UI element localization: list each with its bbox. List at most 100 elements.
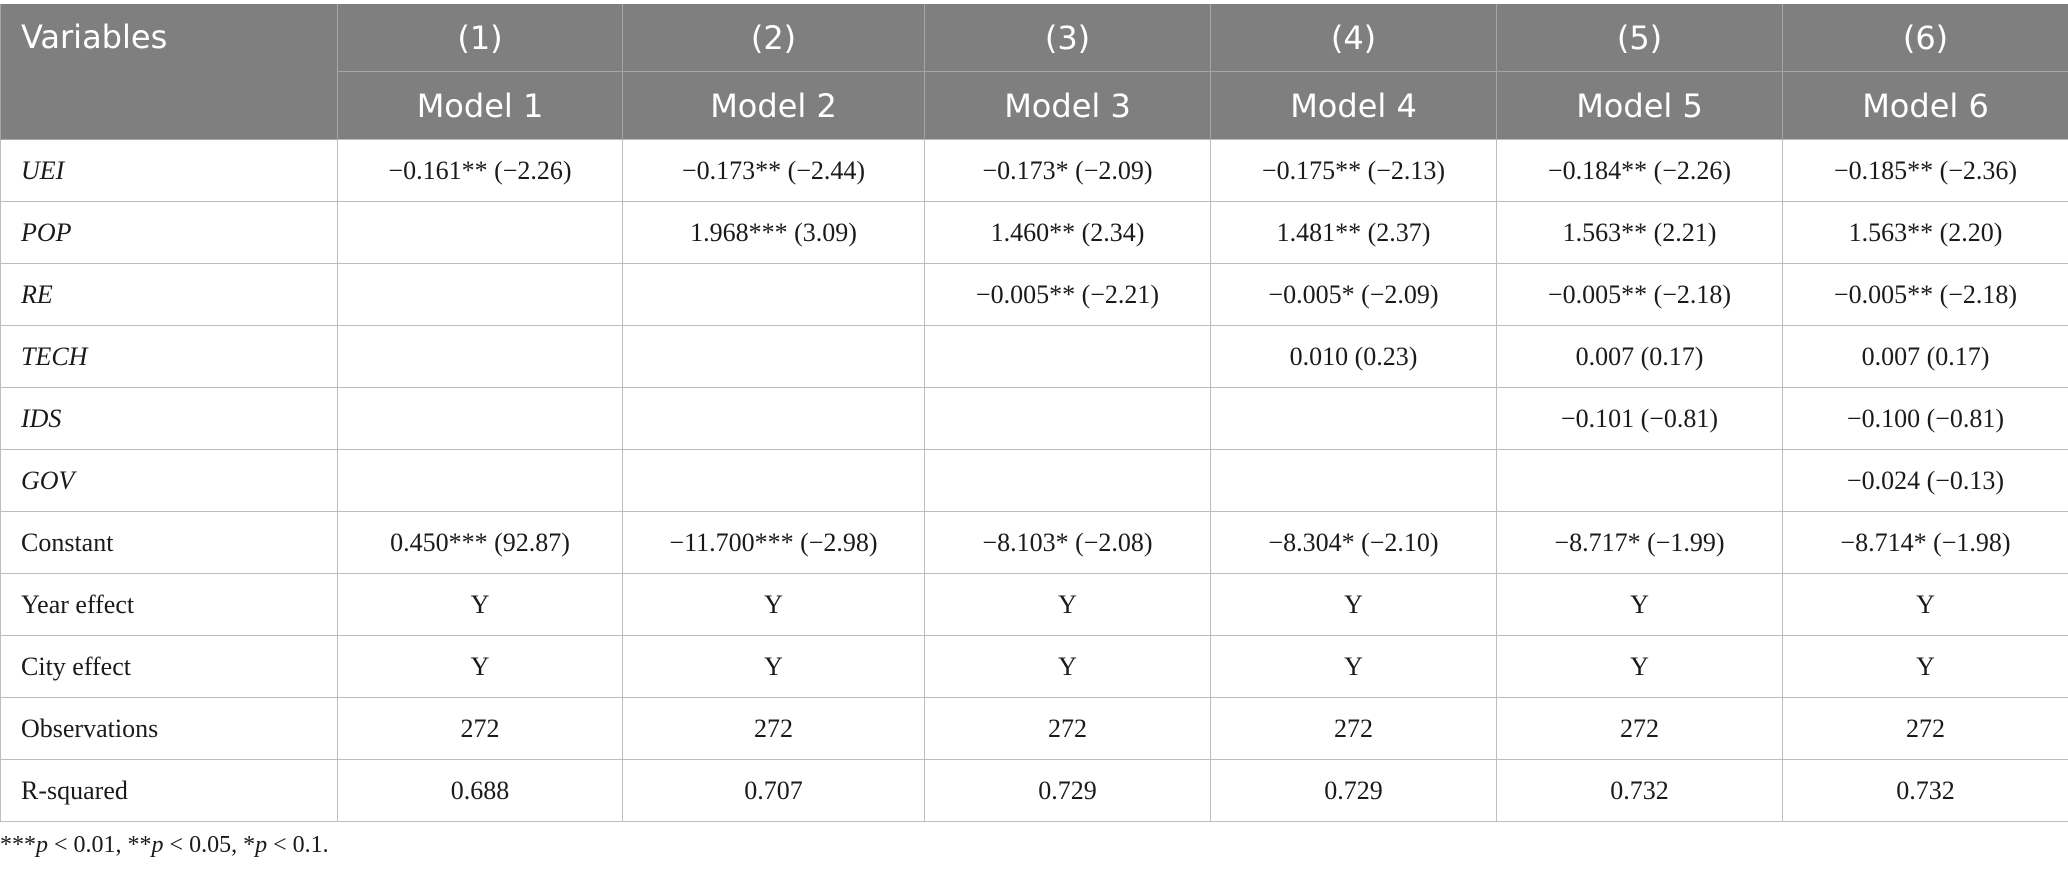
table-cell: 0.007 (0.17) <box>1782 325 2068 388</box>
table-cell: −8.304* (−2.10) <box>1210 511 1497 574</box>
table-cell: Y <box>1782 573 2068 636</box>
table-cell: Y <box>1782 635 2068 698</box>
table-cell <box>622 387 925 450</box>
row-label-constant: Constant <box>0 511 338 574</box>
table-cell: −0.005** (−2.18) <box>1782 263 2068 326</box>
footnote-p-3: p <box>255 832 268 858</box>
table-cell: 1.460** (2.34) <box>924 201 1211 264</box>
table-cell: 0.729 <box>1210 759 1497 822</box>
table-cell: −8.714* (−1.98) <box>1782 511 2068 574</box>
table-cell: −0.024 (−0.13) <box>1782 449 2068 512</box>
header-row-numbers: Variables (1) (2) (3) (4) (5) (6) <box>0 4 2068 140</box>
header-row-models: Model 1 Model 2 Model 3 Model 4 Model 5 … <box>1 71 2068 140</box>
table-cell <box>337 201 623 264</box>
column-number-1: (1) <box>337 4 623 72</box>
table-cell: 0.450*** (92.87) <box>337 511 623 574</box>
footnote-text-1: < 0.01, <box>48 832 128 858</box>
row-label-uei: UEI <box>0 139 338 202</box>
table-cell: 272 <box>1210 697 1497 760</box>
table-cell <box>924 449 1211 512</box>
table-cell <box>337 449 623 512</box>
table-cell <box>337 387 623 450</box>
table-cell: 272 <box>622 697 925 760</box>
table-cell <box>1210 449 1497 512</box>
regression-table-container: Variables (1) (2) (3) (4) (5) (6) Model … <box>0 4 2068 822</box>
table-cell: 1.563** (2.20) <box>1782 201 2068 264</box>
row-label-ids: IDS <box>0 387 338 450</box>
table-cell: −11.700*** (−2.98) <box>622 511 925 574</box>
table-cell <box>622 449 925 512</box>
table-row: Constant 0.450*** (92.87) −11.700*** (−2… <box>0 511 2068 574</box>
footnote-text-3: < 0.1. <box>267 832 329 858</box>
column-number-6: (6) <box>1782 4 2068 72</box>
table-cell <box>337 325 623 388</box>
row-label-year-effect: Year effect <box>0 573 338 636</box>
row-label-gov: GOV <box>0 449 338 512</box>
table-cell: 0.732 <box>1782 759 2068 822</box>
table-cell: 1.481** (2.37) <box>1210 201 1497 264</box>
model-header-4: Model 4 <box>1210 71 1497 140</box>
row-label-pop: POP <box>0 201 338 264</box>
table-cell: Y <box>924 573 1211 636</box>
footnote-p-2: p <box>151 832 164 858</box>
column-number-2: (2) <box>622 4 925 72</box>
table-cell: Y <box>1210 573 1497 636</box>
table-cell: Y <box>337 573 623 636</box>
table-cell: Y <box>337 635 623 698</box>
model-header-2: Model 2 <box>622 71 925 140</box>
table-cell: 272 <box>1782 697 2068 760</box>
table-cell: 1.968*** (3.09) <box>622 201 925 264</box>
regression-table: Variables (1) (2) (3) (4) (5) (6) Model … <box>0 4 2068 822</box>
table-cell: 0.729 <box>924 759 1211 822</box>
table-row: UEI −0.161** (−2.26) −0.173** (−2.44) −0… <box>0 139 2068 202</box>
table-cell: −0.175** (−2.13) <box>1210 139 1497 202</box>
table-cell <box>924 387 1211 450</box>
table-cell: 272 <box>1496 697 1783 760</box>
table-row: POP 1.968*** (3.09) 1.460** (2.34) 1.481… <box>0 201 2068 264</box>
table-cell <box>622 325 925 388</box>
table-row: City effect Y Y Y Y Y Y <box>0 635 2068 698</box>
table-cell <box>622 263 925 326</box>
table-row: Observations 272 272 272 272 272 272 <box>0 697 2068 760</box>
table-cell <box>1210 387 1497 450</box>
footnote-text-2: < 0.05, <box>163 832 244 858</box>
table-cell: −0.005** (−2.18) <box>1496 263 1783 326</box>
table-cell: 0.732 <box>1496 759 1783 822</box>
table-cell: −0.184** (−2.26) <box>1496 139 1783 202</box>
table-cell: 272 <box>924 697 1211 760</box>
table-cell: 1.563** (2.21) <box>1496 201 1783 264</box>
table-cell: −0.173* (−2.09) <box>924 139 1211 202</box>
table-cell <box>924 325 1211 388</box>
table-cell: −0.173** (−2.44) <box>622 139 925 202</box>
table-cell: Y <box>622 573 925 636</box>
footnote-p-1: p <box>36 832 48 858</box>
table-cell: 0.688 <box>337 759 623 822</box>
table-row: GOV −0.024 (−0.13) <box>0 449 2068 512</box>
table-cell <box>1496 449 1783 512</box>
row-label-re: RE <box>0 263 338 326</box>
table-cell: Y <box>1496 635 1783 698</box>
footnote-stars-3: * <box>243 832 256 858</box>
table-cell: Y <box>1496 573 1783 636</box>
footnote-stars-1: *** <box>0 832 36 858</box>
model-header-3: Model 3 <box>924 71 1211 140</box>
row-label-observations: Observations <box>0 697 338 760</box>
row-label-tech: TECH <box>0 325 338 388</box>
table-cell: 0.007 (0.17) <box>1496 325 1783 388</box>
row-label-city-effect: City effect <box>0 635 338 698</box>
table-cell: −0.100 (−0.81) <box>1782 387 2068 450</box>
table-cell: −0.161** (−2.26) <box>337 139 623 202</box>
table-cell: Y <box>924 635 1211 698</box>
table-cell: 272 <box>337 697 623 760</box>
model-header-1: Model 1 <box>337 71 623 140</box>
table-header: Variables (1) (2) (3) (4) (5) (6) Model … <box>0 4 2068 140</box>
table-cell: 0.010 (0.23) <box>1210 325 1497 388</box>
table-cell <box>337 263 623 326</box>
table-row: TECH 0.010 (0.23) 0.007 (0.17) 0.007 (0.… <box>0 325 2068 388</box>
table-cell: Y <box>1210 635 1497 698</box>
variables-header: Variables <box>0 4 338 140</box>
table-row: IDS −0.101 (−0.81) −0.100 (−0.81) <box>0 387 2068 450</box>
footnote-stars-2: ** <box>127 832 152 858</box>
table-row: R-squared 0.688 0.707 0.729 0.729 0.732 … <box>0 759 2068 822</box>
table-cell: −0.005** (−2.21) <box>924 263 1211 326</box>
